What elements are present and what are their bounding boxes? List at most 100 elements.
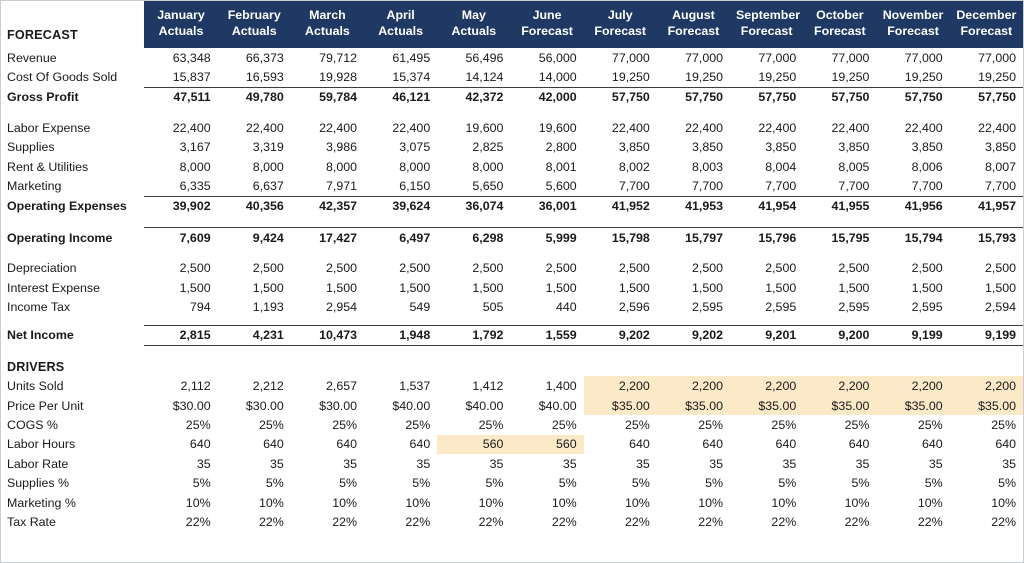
cell-supplies-july[interactable]: 3,850 xyxy=(618,140,650,155)
cell-units-sold-november[interactable]: 2,200 xyxy=(876,376,950,396)
cell-revenue-february[interactable]: 66,373 xyxy=(245,50,284,65)
cell-operating-income-july[interactable]: 15,798 xyxy=(583,227,657,248)
cell-tax-rate-july[interactable]: 22% xyxy=(625,514,650,529)
cell-marketing-pct-january[interactable]: 10% xyxy=(185,495,211,510)
cell-operating-expenses-september[interactable]: 41,954 xyxy=(730,195,804,217)
cell-cogs-july[interactable]: 19,250 xyxy=(611,70,650,85)
cell-labor-expense-july[interactable]: 22,400 xyxy=(611,120,650,135)
cell-net-income-april[interactable]: 1,948 xyxy=(364,324,438,347)
cell-rent-utilities-august[interactable]: 8,003 xyxy=(692,159,724,174)
cell-net-income-july[interactable]: 9,202 xyxy=(583,324,657,347)
cell-labor-hours-august[interactable]: 640 xyxy=(702,437,724,452)
cell-cogs-january[interactable]: 15,837 xyxy=(172,70,211,85)
cell-operating-income-march[interactable]: 17,427 xyxy=(290,227,365,248)
cell-cogs-august[interactable]: 19,250 xyxy=(685,70,724,85)
cell-cogs-pct-november[interactable]: 25% xyxy=(917,417,943,432)
cell-depreciation-august[interactable]: 2,500 xyxy=(692,261,724,276)
cell-operating-income-october[interactable]: 15,795 xyxy=(803,227,877,248)
cell-supplies-may[interactable]: 2,825 xyxy=(472,140,504,155)
cell-income-tax-november[interactable]: 2,595 xyxy=(911,299,943,314)
cell-labor-rate-april[interactable]: 35 xyxy=(416,456,431,471)
cell-units-sold-january[interactable]: 2,112 xyxy=(180,379,211,394)
cell-supplies-pct-march[interactable]: 5% xyxy=(339,476,358,491)
cell-depreciation-november[interactable]: 2,500 xyxy=(911,261,943,276)
cell-net-income-september[interactable]: 9,201 xyxy=(730,324,804,347)
cell-gross-profit-january[interactable]: 47,511 xyxy=(144,86,218,108)
cell-operating-expenses-may[interactable]: 36,074 xyxy=(437,195,511,217)
cell-cogs-may[interactable]: 14,124 xyxy=(465,70,504,85)
cell-revenue-june[interactable]: 56,000 xyxy=(538,50,577,65)
cell-revenue-may[interactable]: 56,496 xyxy=(465,50,504,65)
cell-operating-expenses-november[interactable]: 41,956 xyxy=(876,195,950,217)
cell-interest-expense-july[interactable]: 1,500 xyxy=(618,280,650,295)
cell-tax-rate-may[interactable]: 22% xyxy=(478,514,504,529)
cell-net-income-november[interactable]: 9,199 xyxy=(876,324,950,347)
cell-operating-expenses-april[interactable]: 39,624 xyxy=(364,195,438,217)
cell-interest-expense-october[interactable]: 1,500 xyxy=(838,280,870,295)
cell-income-tax-january[interactable]: 794 xyxy=(189,299,211,314)
cell-labor-expense-may[interactable]: 19,600 xyxy=(465,120,504,135)
cell-operating-income-may[interactable]: 6,298 xyxy=(437,227,511,248)
cell-gross-profit-september[interactable]: 57,750 xyxy=(730,86,804,108)
column-header-february[interactable]: February Actuals xyxy=(217,1,291,48)
cell-labor-rate-july[interactable]: 35 xyxy=(636,456,650,471)
cell-labor-expense-march[interactable]: 22,400 xyxy=(319,120,358,135)
cell-net-income-may[interactable]: 1,792 xyxy=(437,324,511,347)
cell-supplies-february[interactable]: 3,319 xyxy=(252,140,284,155)
cell-labor-expense-november[interactable]: 22,400 xyxy=(904,120,943,135)
cell-marketing-march[interactable]: 7,971 xyxy=(326,179,358,194)
cell-units-sold-march[interactable]: 2,657 xyxy=(326,379,358,394)
cell-rent-utilities-november[interactable]: 8,006 xyxy=(911,159,943,174)
cell-supplies-pct-june[interactable]: 5% xyxy=(558,476,577,491)
cell-depreciation-december[interactable]: 2,500 xyxy=(984,261,1016,276)
cell-marketing-september[interactable]: 7,700 xyxy=(765,179,797,194)
cell-rent-utilities-october[interactable]: 8,005 xyxy=(838,159,870,174)
cell-tax-rate-march[interactable]: 22% xyxy=(332,514,358,529)
cell-interest-expense-november[interactable]: 1,500 xyxy=(911,280,943,295)
cell-labor-rate-may[interactable]: 35 xyxy=(489,456,504,471)
cell-revenue-january[interactable]: 63,348 xyxy=(172,50,211,65)
cell-supplies-pct-april[interactable]: 5% xyxy=(412,476,431,491)
column-header-september[interactable]: September Forecast xyxy=(730,1,804,48)
cell-depreciation-march[interactable]: 2,500 xyxy=(326,261,358,276)
cell-income-tax-april[interactable]: 549 xyxy=(409,299,431,314)
column-header-march[interactable]: March Actuals xyxy=(290,1,365,48)
cell-income-tax-june[interactable]: 440 xyxy=(555,299,577,314)
cell-labor-hours-november[interactable]: 640 xyxy=(921,437,943,452)
cell-revenue-august[interactable]: 77,000 xyxy=(685,50,724,65)
cell-operating-expenses-march[interactable]: 42,357 xyxy=(290,195,365,217)
cell-tax-rate-june[interactable]: 22% xyxy=(551,514,577,529)
cell-depreciation-july[interactable]: 2,500 xyxy=(618,261,650,276)
cell-cogs-pct-august[interactable]: 25% xyxy=(698,417,724,432)
cell-revenue-march[interactable]: 79,712 xyxy=(319,50,358,65)
cell-rent-utilities-may[interactable]: 8,000 xyxy=(472,159,504,174)
cell-supplies-pct-july[interactable]: 5% xyxy=(631,476,650,491)
cell-price-per-unit-january[interactable]: $30.00 xyxy=(172,398,211,413)
cell-supplies-pct-january[interactable]: 5% xyxy=(192,476,211,491)
cell-depreciation-september[interactable]: 2,500 xyxy=(765,261,797,276)
cell-labor-rate-september[interactable]: 35 xyxy=(782,456,797,471)
column-header-january[interactable]: January Actuals xyxy=(144,1,218,48)
cell-depreciation-february[interactable]: 2,500 xyxy=(252,261,284,276)
cell-operating-income-august[interactable]: 15,797 xyxy=(656,227,731,248)
cell-tax-rate-december[interactable]: 22% xyxy=(991,514,1016,529)
cell-marketing-may[interactable]: 5,650 xyxy=(472,179,504,194)
cell-net-income-june[interactable]: 1,559 xyxy=(510,324,584,347)
cell-supplies-december[interactable]: 3,850 xyxy=(984,140,1016,155)
cell-units-sold-may[interactable]: 1,412 xyxy=(472,379,504,394)
cell-cogs-november[interactable]: 19,250 xyxy=(904,70,943,85)
cell-supplies-march[interactable]: 3,986 xyxy=(326,140,358,155)
cell-labor-expense-june[interactable]: 19,600 xyxy=(538,120,577,135)
cell-cogs-pct-march[interactable]: 25% xyxy=(332,417,358,432)
cell-marketing-pct-june[interactable]: 10% xyxy=(551,495,577,510)
cell-operating-expenses-june[interactable]: 36,001 xyxy=(510,195,584,217)
cell-marketing-pct-march[interactable]: 10% xyxy=(332,495,358,510)
cell-cogs-pct-july[interactable]: 25% xyxy=(625,417,650,432)
cell-interest-expense-march[interactable]: 1,500 xyxy=(326,280,358,295)
cell-labor-hours-december[interactable]: 640 xyxy=(995,437,1016,452)
column-header-december[interactable]: December Forecast xyxy=(949,1,1023,48)
cell-labor-expense-april[interactable]: 22,400 xyxy=(392,120,431,135)
cell-gross-profit-november[interactable]: 57,750 xyxy=(876,86,950,108)
cell-rent-utilities-december[interactable]: 8,007 xyxy=(984,159,1016,174)
cell-marketing-august[interactable]: 7,700 xyxy=(692,179,724,194)
